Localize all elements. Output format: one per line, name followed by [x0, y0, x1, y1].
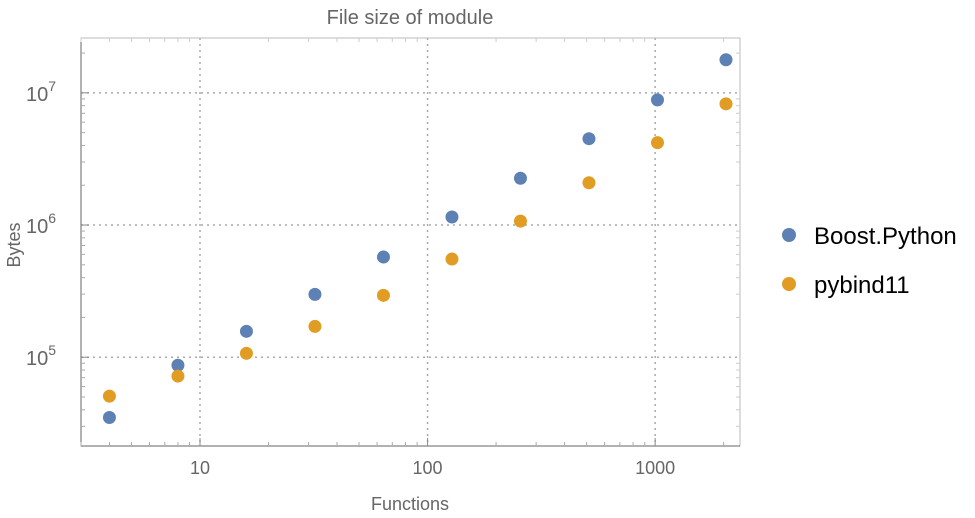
data-point-pybind11: [171, 369, 185, 383]
data-point-pybind11: [239, 346, 253, 360]
x-axis-label: Functions: [371, 494, 449, 513]
data-point-boost-python: [171, 358, 185, 372]
y-axis-label: Bytes: [4, 222, 24, 267]
ticks: 10 100 1000 105 106 107: [26, 38, 740, 478]
legend-label-pybind11: pybind11: [814, 272, 910, 299]
data-point-pybind11: [582, 176, 596, 190]
x-tick-label: 1000: [635, 458, 675, 478]
x-tick-label: 100: [413, 458, 443, 478]
data-point-boost-python: [650, 93, 664, 107]
y-tick-label: 106: [26, 210, 56, 238]
data-point-boost-python: [582, 132, 596, 146]
legend: Boost.Python pybind11: [782, 223, 957, 299]
data-point-pybind11: [102, 389, 116, 403]
legend-label-boost-python: Boost.Python: [814, 223, 957, 250]
data-point-boost-python: [513, 171, 527, 185]
data-point-boost-python: [376, 250, 390, 264]
legend-marker-pybind11: [782, 277, 796, 291]
data-points: [102, 53, 733, 424]
legend-marker-boost-python: [782, 228, 796, 242]
plot-frame: [80, 37, 741, 447]
x-tick-label: 10: [190, 458, 210, 478]
data-point-pybind11: [308, 319, 322, 333]
y-tick-label: 107: [26, 78, 56, 106]
data-point-boost-python: [445, 210, 459, 224]
chart-title: File size of module: [327, 7, 494, 29]
data-point-boost-python: [308, 287, 322, 301]
grid: [81, 38, 740, 446]
data-point-pybind11: [445, 252, 459, 266]
data-point-pybind11: [513, 214, 527, 228]
data-point-boost-python: [102, 410, 116, 424]
data-point-pybind11: [650, 136, 664, 150]
y-tick-label: 105: [26, 342, 56, 370]
data-point-pybind11: [719, 97, 733, 111]
data-point-boost-python: [719, 53, 733, 67]
data-point-boost-python: [239, 324, 253, 338]
data-point-pybind11: [376, 288, 390, 302]
